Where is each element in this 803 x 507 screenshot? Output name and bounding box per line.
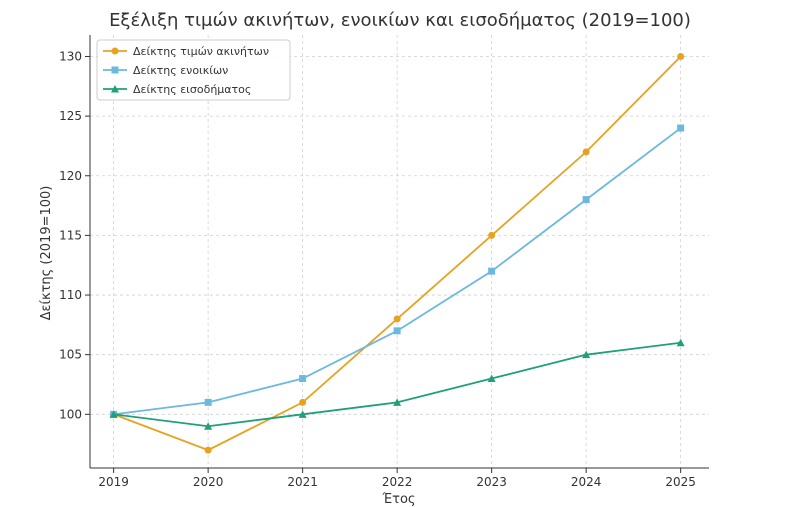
data-point bbox=[488, 231, 496, 239]
data-point bbox=[582, 196, 590, 204]
legend-marker bbox=[111, 85, 119, 93]
x-tick-label: 2021 bbox=[287, 475, 318, 489]
series-group bbox=[109, 52, 685, 454]
legend-label: Δείκτης τιμών ακινήτων bbox=[133, 45, 269, 58]
legend-item: Δείκτης τιμών ακινήτων bbox=[103, 45, 269, 58]
legend: Δείκτης τιμών ακινήτων Δείκτης ενοικίων Δε… bbox=[96, 39, 291, 101]
x-axis-label: Έτος bbox=[381, 492, 415, 507]
data-point bbox=[393, 398, 402, 406]
series-3 bbox=[109, 338, 685, 430]
x-tick-label: 2023 bbox=[476, 475, 507, 489]
x-tick-label: 2025 bbox=[665, 475, 696, 489]
legend-label: Δείκτης ενοικίων bbox=[133, 64, 228, 77]
data-point bbox=[677, 52, 685, 60]
y-tick-label: 120 bbox=[59, 169, 82, 183]
chart-title: Εξέλιξη τιμών ακινήτων, ενοικίων και εισ… bbox=[109, 10, 691, 31]
data-point bbox=[582, 148, 590, 156]
y-tick-label: 130 bbox=[59, 49, 82, 63]
data-point bbox=[582, 350, 591, 359]
y-tick-label: 125 bbox=[59, 109, 82, 123]
data-point bbox=[299, 375, 307, 383]
y-axis-label: Δείκτης (2019=100) bbox=[39, 186, 54, 321]
legend-marker bbox=[111, 66, 119, 74]
y-tick-label: 115 bbox=[59, 228, 82, 242]
x-tick-label: 2019 bbox=[98, 475, 129, 489]
y-tick-label: 100 bbox=[59, 407, 82, 421]
y-axis-ticks: 100 105 110 115 120 125 130 bbox=[59, 49, 90, 421]
legend-marker bbox=[111, 47, 119, 55]
data-point bbox=[299, 398, 307, 406]
data-point bbox=[488, 267, 496, 275]
data-point bbox=[393, 315, 401, 323]
data-point bbox=[204, 398, 212, 406]
legend-item: Δείκτης ενοικίων bbox=[103, 64, 228, 77]
legend-label: Δείκτης εισοδήματος bbox=[133, 83, 251, 96]
y-tick-label: 105 bbox=[59, 348, 82, 362]
legend-box bbox=[96, 39, 291, 101]
data-point bbox=[677, 124, 685, 132]
data-point bbox=[109, 410, 118, 418]
data-point bbox=[393, 327, 401, 335]
x-tick-label: 2022 bbox=[382, 475, 413, 489]
legend-item: Δείκτης εισοδήματος bbox=[103, 83, 251, 96]
series-1 bbox=[110, 52, 685, 454]
axes bbox=[89, 35, 709, 469]
data-point bbox=[204, 422, 213, 430]
data-point bbox=[676, 338, 685, 347]
x-tick-label: 2020 bbox=[193, 475, 224, 489]
data-point bbox=[487, 374, 496, 383]
data-point bbox=[298, 410, 307, 418]
y-tick-label: 110 bbox=[59, 288, 82, 302]
x-tick-label: 2024 bbox=[571, 475, 602, 489]
x-axis-ticks: 2019 2020 2021 2022 2023 2024 2025 bbox=[98, 468, 696, 489]
data-point bbox=[204, 446, 212, 454]
